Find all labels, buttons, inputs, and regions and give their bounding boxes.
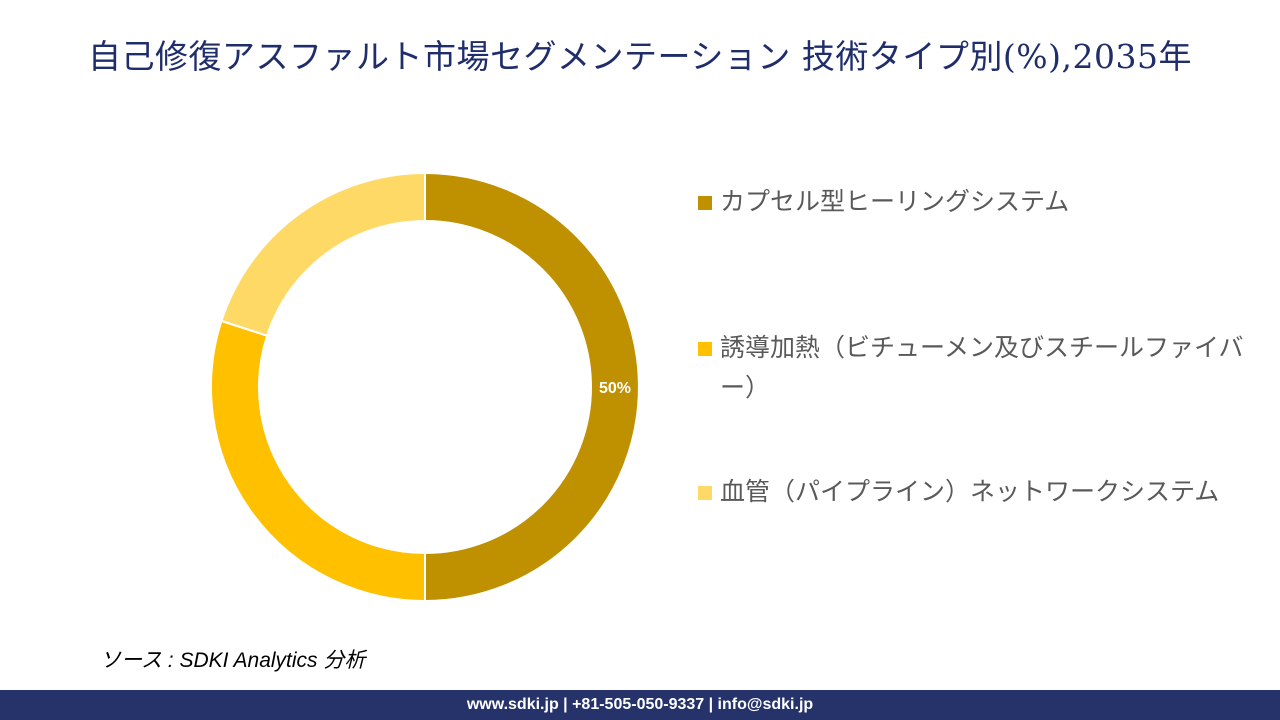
legend-label: 誘導加熱（ビチューメン及びスチールファイバー） <box>720 333 1244 402</box>
source-note: ソース : SDKI Analytics 分析 <box>100 649 366 672</box>
legend-item: 誘導加熱（ビチューメン及びスチールファイバー） <box>698 328 1268 408</box>
legend-swatch <box>698 342 712 356</box>
legend-item: カプセル型ヒーリングシステム <box>698 182 1069 222</box>
legend-label: 血管（パイプライン）ネットワークシステム <box>720 477 1220 506</box>
donut-slice <box>210 319 426 603</box>
chart-title: 自己修復アスファルト市場セグメンテーション 技術タイプ別(%),2035年 <box>88 37 1192 76</box>
footer-contact: www.sdki.jp | +81-505-050-9337 | info@sd… <box>466 696 814 713</box>
footer-bar: www.sdki.jp | +81-505-050-9337 | info@sd… <box>0 690 1280 720</box>
legend-item: 血管（パイプライン）ネットワークシステム <box>698 472 1219 512</box>
legend-swatch <box>698 196 712 210</box>
legend-swatch <box>698 486 712 500</box>
legend-label: カプセル型ヒーリングシステム <box>720 187 1070 216</box>
donut-chart: 50% <box>210 171 640 603</box>
donut-slice <box>220 171 426 337</box>
slice-data-label: 50% <box>599 380 631 397</box>
donut-slice <box>424 171 640 603</box>
